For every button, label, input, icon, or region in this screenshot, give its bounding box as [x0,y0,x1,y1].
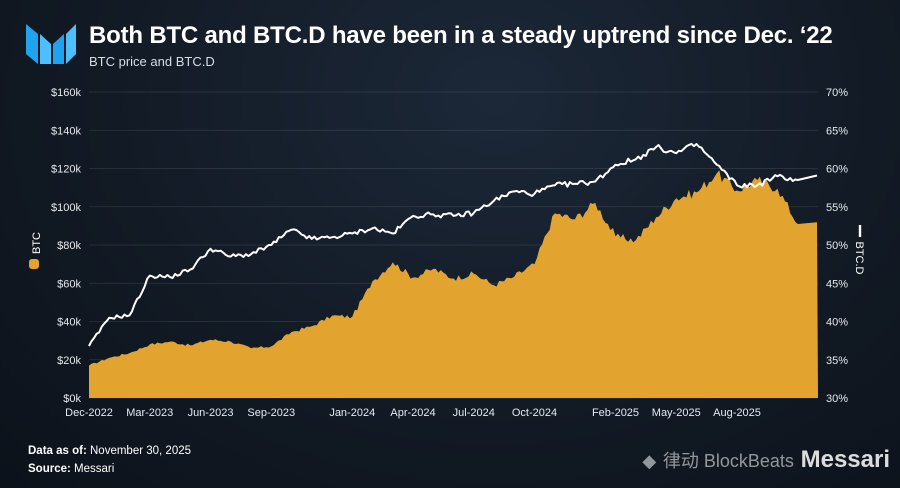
left-tick-label: $20k [57,355,81,367]
x-tick-label: Dec-2022 [65,407,113,419]
left-tick-label: $80k [57,240,81,252]
left-axis-ticks: $0k $20k $40k $60k $80k $100k $120k $140k $160k [51,87,81,405]
left-tick-label: $60k [57,278,81,290]
left-axis-label: BTC [31,232,43,254]
x-tick-label: Mar-2023 [126,407,173,419]
btc-area [89,170,818,398]
x-tick-label: Sep-2023 [247,407,295,419]
watermark-icon: ◆ [642,451,657,471]
right-tick-label: 70% [826,87,848,99]
right-tick-label: 50% [826,240,848,252]
watermark: ◆ 律动 BlockBeats Messari [642,446,890,474]
btcd-line-layer [88,142,818,347]
x-tick-label: Apr-2024 [390,407,435,419]
right-tick-label: 55% [826,202,848,214]
right-tick-label: 30% [826,393,848,405]
left-tick-label: $0k [63,393,81,405]
source-label: Source: [28,463,71,475]
footer-source: Source: Messari [28,463,114,475]
right-axis-ticks: 30% 35% 40% 45% 50% 55% 60% 65% 70% [826,87,848,405]
x-axis-ticks: Dec-2022 Mar-2023 Jun-2023 Sep-2023 Jan-2024… [65,407,761,419]
watermark-brand: Messari [800,446,890,473]
x-tick-label: Jul-2024 [453,407,495,419]
left-axis-legend: BTC [29,232,43,269]
x-tick-label: Feb-2025 [592,407,639,419]
btc-legend-swatch [29,259,39,269]
left-tick-label: $140k [51,125,81,137]
x-tick-label: Jan-2024 [329,407,375,419]
messari-logo-icon [26,24,76,64]
right-tick-label: 35% [826,355,848,367]
footer-data-as-of: Data as of: November 30, 2025 [28,445,191,457]
left-tick-label: $40k [57,317,81,329]
btc-area-layer [89,170,818,398]
source-value: Messari [74,463,115,475]
chart-subtitle: BTC price and BTC.D [89,54,215,69]
right-axis-legend: BTC.D [853,225,865,275]
btcd-line [88,142,818,347]
data-as-of-label: Data as of: [28,445,87,457]
left-tick-label: $120k [51,164,81,176]
right-tick-label: 40% [826,317,848,329]
right-axis-label: BTC.D [853,242,865,275]
left-tick-label: $160k [51,87,81,99]
right-tick-label: 60% [826,164,848,176]
right-tick-label: 65% [826,125,848,137]
x-tick-label: May-2025 [652,407,701,419]
chart-title: Both BTC and BTC.D have been in a steady… [89,22,833,49]
watermark-text: 律动 BlockBeats [662,451,794,471]
x-tick-label: Oct-2024 [512,407,557,419]
data-as-of-value: November 30, 2025 [90,445,192,457]
x-tick-label: Aug-2025 [713,407,761,419]
left-tick-label: $100k [51,202,81,214]
x-tick-label: Jun-2023 [188,407,234,419]
right-tick-label: 45% [826,278,848,290]
